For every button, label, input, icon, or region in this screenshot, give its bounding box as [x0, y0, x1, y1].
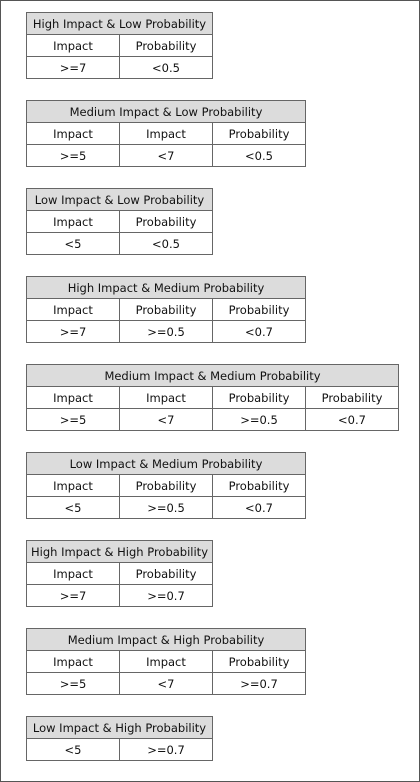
table-title: Medium Impact & Low Probability: [26, 100, 306, 123]
column-header: Probability: [119, 210, 213, 233]
value-row: >=5 <7 <0.5: [26, 144, 306, 167]
threshold-value: >=5: [26, 144, 120, 167]
value-row: <5 <0.5: [26, 232, 213, 255]
column-header: Impact: [26, 34, 120, 57]
column-header: Impact: [119, 386, 213, 409]
column-header: Probability: [212, 298, 306, 321]
rule-table: High Impact & High Probability Impact Prob…: [26, 540, 213, 607]
table-title: Low Impact & Low Probability: [26, 188, 213, 211]
title-row: Low Impact & High Probability: [26, 716, 213, 739]
title-row: High Impact & High Probability: [26, 540, 213, 563]
header-row: Impact Impact Probability: [26, 650, 306, 673]
title-row: Medium Impact & Medium Probability: [26, 364, 399, 387]
column-header: Probability: [119, 474, 213, 497]
column-header: Impact: [26, 474, 120, 497]
threshold-value: <0.5: [119, 232, 213, 255]
rule-table: High Impact & Medium Probability Impact Pr…: [26, 276, 306, 343]
rule-table: Low Impact & High Probability <5 >=0.7: [26, 716, 213, 761]
value-row: >=5 <7 >=0.5 <0.7: [26, 408, 399, 431]
column-header: Impact: [119, 650, 213, 673]
threshold-value: >=5: [26, 672, 120, 695]
column-header: Probability: [119, 298, 213, 321]
column-header: Impact: [26, 650, 120, 673]
rule-table: High Impact & Low Probability Impact Proba…: [26, 12, 213, 79]
column-header: Probability: [212, 650, 306, 673]
column-header: Impact: [26, 122, 120, 145]
threshold-value: >=0.7: [119, 738, 213, 761]
rule-table: Low Impact & Low Probability Impact Probab…: [26, 188, 213, 255]
column-header: Impact: [26, 298, 120, 321]
table-title: High Impact & Medium Probability: [26, 276, 306, 299]
table-title: Medium Impact & High Probability: [26, 628, 306, 651]
column-header: Impact: [26, 386, 120, 409]
threshold-value: <7: [119, 144, 213, 167]
threshold-value: <0.5: [212, 144, 306, 167]
threshold-value: <0.7: [305, 408, 399, 431]
column-header: Probability: [119, 34, 213, 57]
header-row: Impact Probability: [26, 34, 213, 57]
threshold-value: <7: [119, 672, 213, 695]
title-row: Low Impact & Medium Probability: [26, 452, 306, 475]
threshold-value: >=0.5: [212, 408, 306, 431]
threshold-value: >=7: [26, 320, 120, 343]
table-title: High Impact & Low Probability: [26, 12, 213, 35]
value-row: <5 >=0.5 <0.7: [26, 496, 306, 519]
threshold-value: <0.5: [119, 56, 213, 79]
column-header: Probability: [212, 386, 306, 409]
title-row: Low Impact & Low Probability: [26, 188, 213, 211]
threshold-value: >=0.7: [119, 584, 213, 607]
table-title: Low Impact & Medium Probability: [26, 452, 306, 475]
rule-table: Low Impact & Medium Probability Impact Pro…: [26, 452, 306, 519]
threshold-value: >=7: [26, 584, 120, 607]
column-header: Probability: [212, 122, 306, 145]
column-header: Probability: [119, 562, 213, 585]
title-row: Medium Impact & High Probability: [26, 628, 306, 651]
value-row: >=7 <0.5: [26, 56, 213, 79]
column-header: Impact: [119, 122, 213, 145]
rule-table: Medium Impact & High Probability Impact Im…: [26, 628, 306, 695]
header-row: Impact Probability Probability: [26, 298, 306, 321]
header-row: Impact Impact Probability: [26, 122, 306, 145]
threshold-value: <7: [119, 408, 213, 431]
table-title: Low Impact & High Probability: [26, 716, 213, 739]
column-header: Probability: [305, 386, 399, 409]
column-header: Probability: [212, 474, 306, 497]
threshold-value: >=5: [26, 408, 120, 431]
rule-table: Medium Impact & Medium Probability Impact…: [26, 364, 399, 431]
table-title: Medium Impact & Medium Probability: [26, 364, 399, 387]
threshold-value: <0.7: [212, 320, 306, 343]
table-title: High Impact & High Probability: [26, 540, 213, 563]
threshold-value: <5: [26, 496, 120, 519]
header-row: Impact Impact Probability Probability: [26, 386, 399, 409]
column-header: Impact: [26, 562, 120, 585]
value-row: <5 >=0.7: [26, 738, 213, 761]
threshold-value: <0.7: [212, 496, 306, 519]
rule-table: Medium Impact & Low Probability Impact Imp…: [26, 100, 306, 167]
value-row: >=5 <7 >=0.7: [26, 672, 306, 695]
threshold-value: >=0.5: [119, 496, 213, 519]
threshold-value: <5: [26, 738, 120, 761]
value-row: >=7 >=0.5 <0.7: [26, 320, 306, 343]
header-row: Impact Probability: [26, 562, 213, 585]
header-row: Impact Probability: [26, 210, 213, 233]
threshold-value: >=0.5: [119, 320, 213, 343]
value-row: >=7 >=0.7: [26, 584, 213, 607]
title-row: High Impact & Medium Probability: [26, 276, 306, 299]
threshold-value: >=7: [26, 56, 120, 79]
column-header: Impact: [26, 210, 120, 233]
header-row: Impact Probability Probability: [26, 474, 306, 497]
threshold-value: >=0.7: [212, 672, 306, 695]
title-row: Medium Impact & Low Probability: [26, 100, 306, 123]
threshold-value: <5: [26, 232, 120, 255]
title-row: High Impact & Low Probability: [26, 12, 213, 35]
